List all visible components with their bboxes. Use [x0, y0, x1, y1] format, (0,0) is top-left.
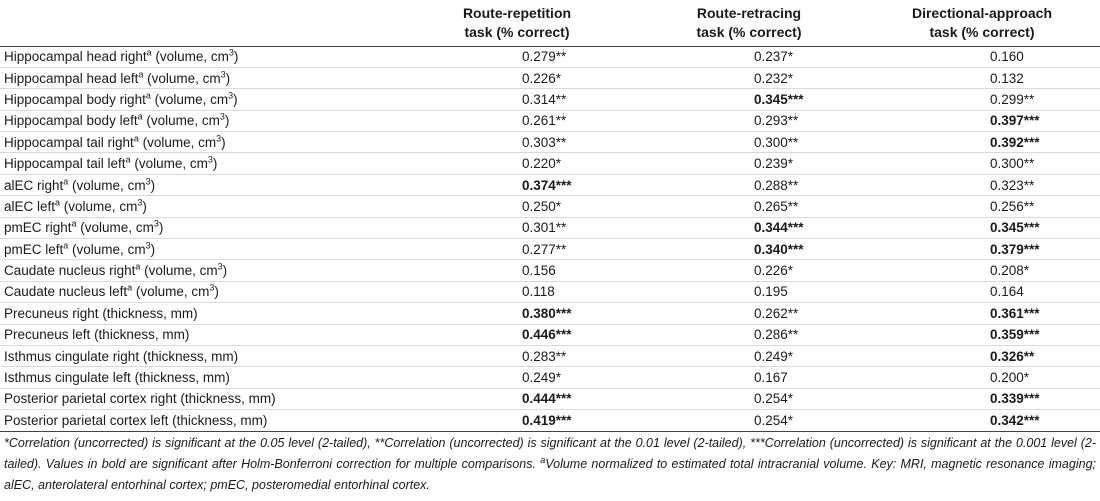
row-label: Isthmus cingulate left (thickness, mm) — [0, 366, 400, 389]
cell-value: 0.340*** — [634, 238, 864, 261]
cell-value: 0.293** — [634, 110, 864, 133]
cell-value: 0.277** — [400, 238, 634, 261]
cell-value: 0.361*** — [864, 302, 1100, 325]
header-blank — [0, 0, 400, 47]
table-row: Precuneus right (thickness, mm) 0.380*** 0… — [0, 302, 1100, 325]
row-label: Precuneus right (thickness, mm) — [0, 302, 400, 325]
cell-value: 0.344*** — [634, 217, 864, 240]
table-row: Hippocampal body lefta (volume, cm3) 0.26… — [0, 110, 1100, 133]
cell-value: 0.300** — [634, 131, 864, 154]
header-route-repetition: Route-repetition task (% correct) — [400, 0, 634, 47]
table-row: Hippocampal head lefta (volume, cm3) 0.22… — [0, 67, 1100, 90]
table-row: pmEC righta (volume, cm3) 0.301** 0.344***… — [0, 217, 1100, 240]
cell-value: 0.397*** — [864, 110, 1100, 133]
table-row: alEC lefta (volume, cm3) 0.250* 0.265** 0.2… — [0, 195, 1100, 218]
cell-value: 0.232* — [634, 67, 864, 90]
cell-value: 0.256** — [864, 195, 1100, 218]
cell-value: 0.342*** — [864, 409, 1100, 432]
table-body: Hippocampal head righta (volume, cm3) 0.2… — [0, 46, 1100, 432]
table-row: Precuneus left (thickness, mm) 0.446*** 0.… — [0, 324, 1100, 346]
row-label: Caudate nucleus lefta (volume, cm3) — [0, 281, 400, 304]
cell-value: 0.208* — [864, 259, 1100, 282]
row-label: Hippocampal tail lefta (volume, cm3) — [0, 152, 400, 175]
cell-value: 0.380*** — [400, 302, 634, 325]
cell-value: 0.279** — [400, 46, 634, 68]
cell-value: 0.164 — [864, 281, 1100, 304]
cell-value: 0.195 — [634, 281, 864, 304]
row-label: pmEC lefta (volume, cm3) — [0, 238, 400, 261]
cell-value: 0.226* — [634, 259, 864, 282]
cell-value: 0.286** — [634, 324, 864, 346]
row-label: Hippocampal tail righta (volume, cm3) — [0, 131, 400, 154]
header-directional-approach: Directional-approach task (% correct) — [864, 0, 1100, 47]
table-row: alEC righta (volume, cm3) 0.374*** 0.288**… — [0, 174, 1100, 197]
row-label: alEC lefta (volume, cm3) — [0, 195, 400, 218]
cell-value: 0.237* — [634, 46, 864, 68]
cell-value: 0.262** — [634, 302, 864, 325]
table-row: Hippocampal head righta (volume, cm3) 0.2… — [0, 46, 1100, 68]
cell-value: 0.345*** — [634, 88, 864, 111]
table-header: Route-repetition task (% correct) Route-… — [0, 0, 1100, 47]
cell-value: 0.167 — [634, 366, 864, 389]
row-label: Caudate nucleus righta (volume, cm3) — [0, 259, 400, 282]
table-row: pmEC lefta (volume, cm3) 0.277** 0.340*** 0… — [0, 238, 1100, 261]
row-label: Posterior parietal cortex right (thickne… — [0, 388, 400, 411]
cell-value: 0.392*** — [864, 131, 1100, 154]
cell-value: 0.299** — [864, 88, 1100, 111]
cell-value: 0.345*** — [864, 217, 1100, 240]
cell-value: 0.226* — [400, 67, 634, 90]
table-row: Hippocampal tail righta (volume, cm3) 0.3… — [0, 131, 1100, 154]
cell-value: 0.303** — [400, 131, 634, 154]
table-row: Isthmus cingulate left (thickness, mm) 0.… — [0, 366, 1100, 389]
cell-value: 0.250* — [400, 195, 634, 218]
cell-value: 0.359*** — [864, 324, 1100, 346]
table-row: Caudate nucleus lefta (volume, cm3) 0.118… — [0, 281, 1100, 304]
row-label: Hippocampal body lefta (volume, cm3) — [0, 110, 400, 133]
cell-value: 0.265** — [634, 195, 864, 218]
row-label: Precuneus left (thickness, mm) — [0, 324, 400, 346]
row-label: Hippocampal head lefta (volume, cm3) — [0, 67, 400, 90]
row-label: Hippocampal body righta (volume, cm3) — [0, 88, 400, 111]
cell-value: 0.419*** — [400, 409, 634, 432]
table-row: Hippocampal tail lefta (volume, cm3) 0.22… — [0, 152, 1100, 175]
cell-value: 0.374*** — [400, 174, 634, 197]
cell-value: 0.160 — [864, 46, 1100, 68]
cell-value: 0.239* — [634, 152, 864, 175]
cell-value: 0.254* — [634, 409, 864, 432]
cell-value: 0.379*** — [864, 238, 1100, 261]
cell-value: 0.261** — [400, 110, 634, 133]
cell-value: 0.323** — [864, 174, 1100, 197]
table-footnote: *Correlation (uncorrected) is significan… — [4, 436, 1096, 492]
cell-value: 0.132 — [864, 67, 1100, 90]
cell-value: 0.220* — [400, 152, 634, 175]
correlation-table: Route-repetition task (% correct) Route-… — [0, 0, 1100, 432]
cell-value: 0.118 — [400, 281, 634, 304]
cell-value: 0.446*** — [400, 324, 634, 346]
cell-value: 0.339*** — [864, 388, 1100, 411]
cell-value: 0.326** — [864, 345, 1100, 368]
cell-value: 0.300** — [864, 152, 1100, 175]
cell-value: 0.314** — [400, 88, 634, 111]
table-row: Posterior parietal cortex right (thickne… — [0, 388, 1100, 411]
table-row: Caudate nucleus righta (volume, cm3) 0.15… — [0, 259, 1100, 282]
cell-value: 0.301** — [400, 217, 634, 240]
cell-value: 0.249* — [634, 345, 864, 368]
row-label: pmEC righta (volume, cm3) — [0, 217, 400, 240]
cell-value: 0.200* — [864, 366, 1100, 389]
row-label: Posterior parietal cortex left (thicknes… — [0, 409, 400, 432]
header-route-retracing: Route-retracing task (% correct) — [634, 0, 864, 47]
row-label: Isthmus cingulate right (thickness, mm) — [0, 345, 400, 368]
cell-value: 0.288** — [634, 174, 864, 197]
row-label: Hippocampal head righta (volume, cm3) — [0, 46, 400, 68]
cell-value: 0.156 — [400, 259, 634, 282]
row-label: alEC righta (volume, cm3) — [0, 174, 400, 197]
table-row: Posterior parietal cortex left (thicknes… — [0, 409, 1100, 432]
table-row: Hippocampal body righta (volume, cm3) 0.3… — [0, 88, 1100, 111]
cell-value: 0.283** — [400, 345, 634, 368]
cell-value: 0.444*** — [400, 388, 634, 411]
cell-value: 0.254* — [634, 388, 864, 411]
table-row: Isthmus cingulate right (thickness, mm) 0… — [0, 345, 1100, 368]
cell-value: 0.249* — [400, 366, 634, 389]
